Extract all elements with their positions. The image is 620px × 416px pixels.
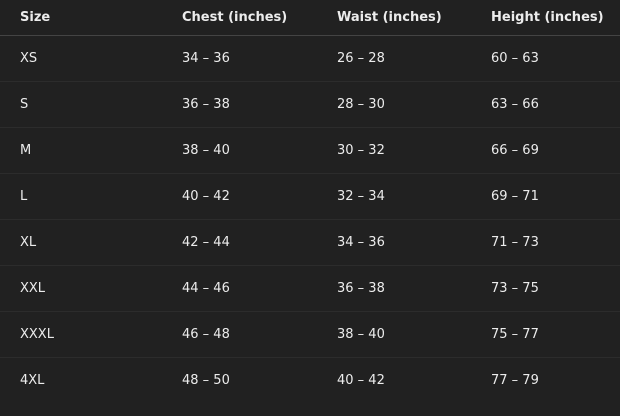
table-cell: 30 – 32 xyxy=(337,127,491,174)
column-header: Height (inches) xyxy=(491,0,620,36)
table-row: XXL 44 – 46 36 – 38 73 – 75 xyxy=(0,265,620,312)
table-cell: XXXL xyxy=(0,311,182,358)
table-cell: 34 – 36 xyxy=(337,219,491,266)
table-cell: S xyxy=(0,81,182,128)
table-cell: 42 – 44 xyxy=(182,219,337,266)
table-cell: XXL xyxy=(0,265,182,312)
table-cell: 38 – 40 xyxy=(182,127,337,174)
table-cell: 32 – 34 xyxy=(337,173,491,220)
table-cell: 60 – 63 xyxy=(491,35,620,82)
table-cell: 69 – 71 xyxy=(491,173,620,220)
size-chart-table: Size Chest (inches) Waist (inches) Height (… xyxy=(0,0,620,404)
table-cell: 36 – 38 xyxy=(182,81,337,128)
table-cell: 28 – 30 xyxy=(337,81,491,128)
table-cell: 66 – 69 xyxy=(491,127,620,174)
table-cell: 77 – 79 xyxy=(491,373,539,388)
table-cell: M xyxy=(0,127,182,174)
table-cell: 36 – 38 xyxy=(337,265,491,312)
table-cell: 75 – 77 xyxy=(491,311,620,358)
table-cell: 73 – 75 xyxy=(491,265,620,312)
table-cell: 63 – 66 xyxy=(491,81,620,128)
table-cell: L xyxy=(0,173,182,220)
table-cell: 40 – 42 xyxy=(182,173,337,220)
table-row: 4XL 48 – 50 40 – 42 77 – 79 xyxy=(0,358,620,404)
table-cell: 4XL xyxy=(20,373,45,388)
table-row: S 36 – 38 28 – 30 63 – 66 xyxy=(0,81,620,128)
column-header: Chest (inches) xyxy=(182,0,337,36)
table-cell: XL xyxy=(0,219,182,266)
table-cell: 34 – 36 xyxy=(182,35,337,82)
table-row: XXXL 46 – 48 38 – 40 75 – 77 xyxy=(0,311,620,358)
table-cell: XS xyxy=(0,35,182,82)
table-cell: 48 – 50 xyxy=(182,373,230,388)
column-header: Waist (inches) xyxy=(337,0,491,36)
table-cell: 71 – 73 xyxy=(491,219,620,266)
table-cell: 40 – 42 xyxy=(337,373,385,388)
table-cell: 46 – 48 xyxy=(182,311,337,358)
table-row: L 40 – 42 32 – 34 69 – 71 xyxy=(0,173,620,220)
column-header: Size xyxy=(0,0,182,36)
header-row: Size Chest (inches) Waist (inches) Height (… xyxy=(0,0,620,36)
table-row: M 38 – 40 30 – 32 66 – 69 xyxy=(0,127,620,174)
table-cell: 44 – 46 xyxy=(182,265,337,312)
table-row: XS 34 – 36 26 – 28 60 – 63 xyxy=(0,35,620,82)
table-row: XL 42 – 44 34 – 36 71 – 73 xyxy=(0,219,620,266)
table-cell: 26 – 28 xyxy=(337,35,491,82)
table-cell: 38 – 40 xyxy=(337,311,491,358)
